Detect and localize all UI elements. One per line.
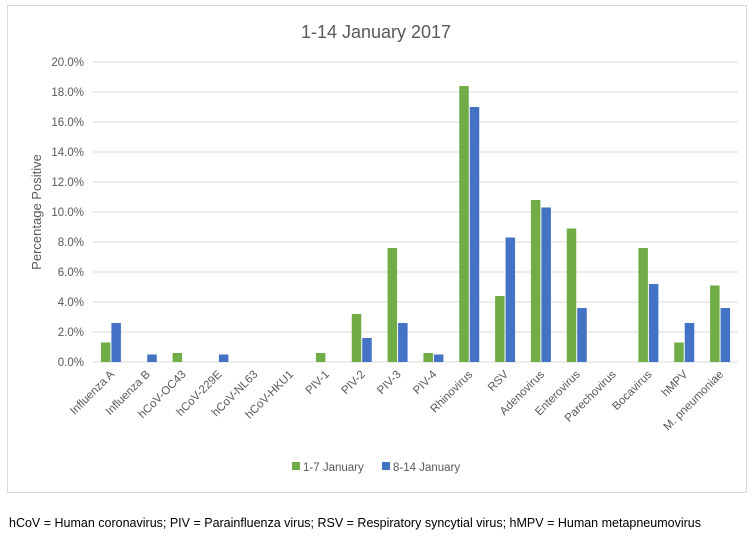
x-tick-label: PIV-1: [304, 369, 332, 397]
bar-1-7: [387, 248, 398, 362]
x-tick-label: PIV-2: [339, 369, 367, 397]
bar-1-7: [674, 342, 684, 362]
y-tick-label: 2.0%: [58, 327, 84, 339]
bar-1-7: [495, 296, 505, 362]
bar-8-14: [577, 308, 587, 362]
bar-8-14: [505, 237, 516, 362]
bar-8-14: [111, 323, 121, 362]
y-tick-label: 14.0%: [51, 147, 84, 159]
y-tick-label: 18.0%: [51, 87, 84, 99]
bar-1-7: [423, 353, 433, 362]
y-tick-label: 20.0%: [51, 57, 84, 69]
y-tick-label: 0.0%: [58, 357, 84, 369]
bar-1-7: [710, 285, 720, 362]
x-tick-label: hMPV: [660, 368, 691, 399]
bar-8-14: [398, 323, 408, 362]
legend-label: 1-7 January: [303, 462, 364, 474]
bar-1-7: [315, 353, 326, 362]
y-tick-label: 12.0%: [51, 177, 84, 189]
bar-1-7: [351, 314, 362, 362]
bar-1-7: [530, 200, 541, 362]
y-tick-label: 10.0%: [51, 207, 84, 219]
bar-1-7: [100, 342, 111, 362]
footnote: hCoV = Human coronavirus; PIV = Parainfl…: [9, 516, 701, 530]
bar-8-14: [720, 308, 731, 362]
bar-8-14: [469, 107, 480, 362]
y-tick-label: 6.0%: [58, 267, 84, 279]
bar-8-14: [218, 354, 229, 362]
legend-swatch: [382, 462, 390, 470]
bar-8-14: [648, 284, 659, 362]
legend-swatch: [292, 462, 300, 470]
chart-title: 1-14 January 2017: [301, 22, 451, 42]
chart-area: [7, 5, 747, 493]
bar-8-14: [362, 338, 372, 362]
bar-8-14: [147, 354, 157, 362]
y-axis-label: Percentage Positive: [29, 154, 44, 270]
bar-1-7: [172, 353, 183, 362]
bar-chart: 1-14 January 2017 Percentage Positive 0.…: [29, 22, 738, 474]
bar-8-14: [684, 323, 695, 362]
legend-label: 8-14 January: [393, 462, 460, 474]
y-tick-label: 16.0%: [51, 117, 84, 129]
bar-1-7: [566, 228, 577, 362]
y-tick-label: 8.0%: [58, 237, 84, 249]
x-tick-label: RSV: [486, 368, 511, 393]
bar-8-14: [541, 207, 551, 362]
bar-8-14: [433, 354, 444, 362]
x-tick-label: PIV-4: [411, 368, 440, 397]
x-tick-label: Bocavirus: [610, 368, 654, 412]
y-tick-label: 4.0%: [58, 297, 84, 309]
bar-1-7: [638, 248, 648, 362]
bar-1-7: [459, 86, 469, 362]
x-tick-label: PIV-3: [375, 369, 403, 397]
